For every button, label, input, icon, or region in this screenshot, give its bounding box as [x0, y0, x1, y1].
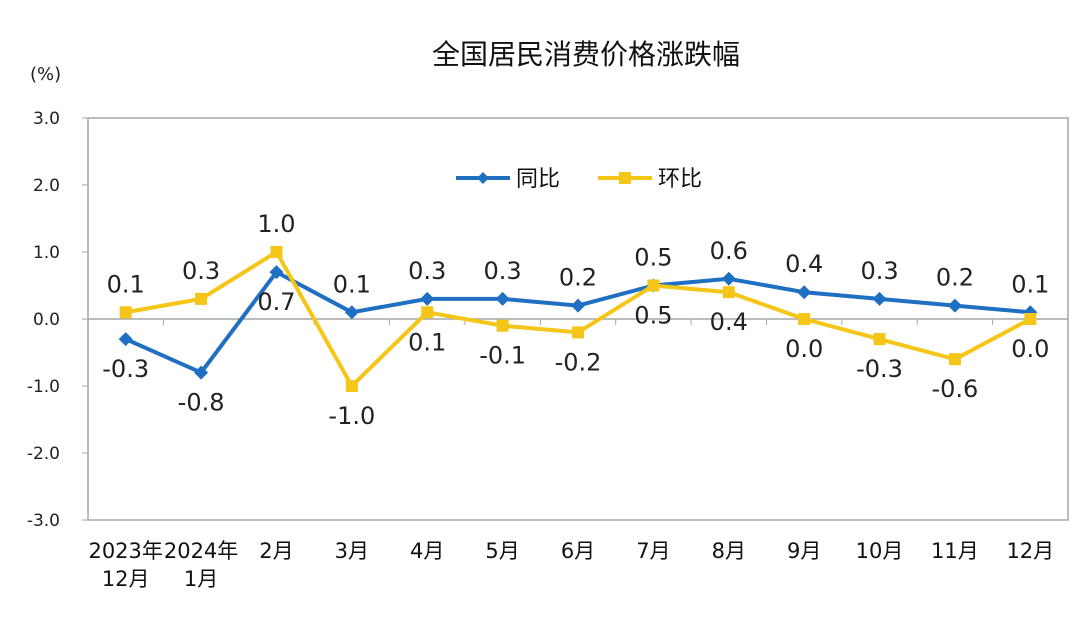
series-layer: [118, 246, 1038, 392]
series-0-point: [947, 298, 962, 313]
legend-marker-huanbi: [619, 172, 631, 184]
y-tick-label: 3.0: [33, 109, 60, 129]
x-tick-label: 2023年: [88, 539, 162, 563]
data-label-series-1: -0.3: [856, 355, 903, 383]
x-tick-label: 3月: [335, 539, 369, 563]
x-tick-label: 5月: [485, 539, 519, 563]
series-1-point: [345, 380, 358, 392]
data-label-series-0: 0.2: [936, 264, 974, 292]
x-tick-label: 8月: [712, 539, 746, 563]
series-1-point: [195, 292, 208, 305]
x-tick-label: 6月: [561, 539, 595, 563]
x-tick-label: 2月: [259, 539, 293, 563]
x-tick-label: 12月: [102, 567, 150, 591]
data-label-series-0: 0.3: [860, 257, 898, 285]
data-label-series-1: 0.5: [634, 302, 672, 330]
data-label-series-0: -0.3: [102, 355, 149, 383]
data-label-series-0: 0.2: [559, 264, 597, 292]
series-1-point: [873, 333, 886, 346]
chart-title: 全国居民消费价格涨跌幅: [432, 38, 740, 71]
series-0-point: [269, 265, 284, 280]
series-1-point: [572, 326, 584, 339]
legend-label-huanbi: 环比: [658, 167, 702, 192]
series-1-point: [798, 313, 811, 325]
series-1-point: [1024, 313, 1037, 325]
data-label-series-1: -1.0: [328, 402, 375, 430]
series-1-point: [270, 246, 283, 258]
series-1-point: [496, 319, 509, 332]
y-tick-label: 1.0: [33, 243, 60, 263]
series-0-point: [420, 291, 435, 306]
series-0-point: [118, 332, 133, 347]
series-1-point: [647, 279, 660, 292]
data-label-series-1: -0.1: [479, 342, 526, 370]
y-tick-label: -3.0: [27, 511, 60, 531]
x-tick-label: 9月: [787, 539, 821, 563]
series-0-point: [344, 305, 359, 320]
data-label-series-0: -0.8: [178, 389, 225, 417]
x-tick-label: 10月: [856, 539, 904, 563]
data-label-series-0: 0.3: [408, 257, 446, 285]
data-label-series-1: -0.2: [555, 348, 602, 376]
x-tick-label: 2024年: [164, 539, 238, 563]
series-1-point: [948, 353, 961, 366]
series-0-point: [872, 291, 887, 306]
series-0-point: [721, 271, 736, 286]
series-1-point: [722, 286, 735, 299]
y-tick-label: -1.0: [27, 377, 60, 397]
x-tick-label: 12月: [1006, 539, 1054, 563]
data-label-series-1: -0.6: [932, 375, 979, 403]
x-tick-label: 7月: [636, 539, 670, 563]
series-0-point: [571, 298, 585, 313]
data-label-series-1: 0.0: [1011, 335, 1049, 363]
x-tick-label: 4月: [410, 539, 444, 563]
x-tick-label: 11月: [931, 539, 979, 563]
data-label-series-0: 0.3: [484, 257, 522, 285]
data-label-series-0: 0.6: [710, 237, 748, 265]
series-1-point: [119, 306, 132, 319]
legend-marker-tongbi: [477, 172, 489, 184]
data-label-series-1: 0.1: [107, 270, 145, 298]
legend: 同比 环比: [456, 167, 702, 192]
y-tick-label: 2.0: [33, 176, 60, 196]
data-label-series-0: 0.5: [634, 244, 672, 272]
data-label-series-1: 0.4: [710, 308, 748, 336]
data-label-series-1: 0.0: [785, 335, 823, 363]
data-label-series-0: 0.4: [785, 250, 823, 278]
y-tick-label: -2.0: [27, 444, 60, 464]
data-label-series-0: 0.1: [1011, 270, 1049, 298]
series-0-point: [495, 291, 510, 306]
y-unit-label: (%): [30, 64, 61, 85]
legend-label-tongbi: 同比: [516, 167, 560, 192]
data-labels: -0.3 0.1 -0.8 0.3 0.7 1.0 0.1 -1.0 0.3 0.1 0.3 -0.1…: [102, 210, 1049, 430]
x-tick-label: 1月: [184, 567, 218, 591]
series-0-point: [194, 365, 209, 380]
x-axis: 2023年 12月 2024年 1月 2月 3月 4月 5月 6月 7月 8月 9月 10月 11月 12月: [87, 319, 1054, 591]
y-tick-label: 0.0: [33, 310, 60, 330]
data-label-series-1: 1.0: [257, 210, 295, 238]
data-label-series-0: 0.1: [333, 270, 371, 298]
series-1-point: [421, 306, 434, 319]
data-label-series-1: 0.1: [408, 328, 446, 356]
data-label-series-1: 0.3: [182, 257, 220, 285]
y-axis: 3.0 2.0 1.0 0.0 -1.0 -2.0 -3.0: [27, 109, 88, 531]
series-0-point: [797, 285, 812, 300]
data-label-series-0: 0.7: [257, 288, 295, 316]
